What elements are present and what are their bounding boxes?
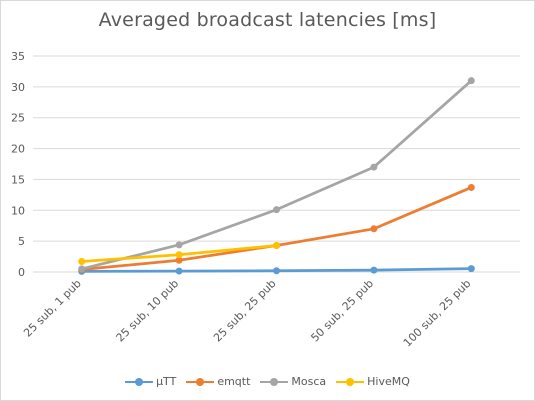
gridlines	[33, 55, 520, 273]
legend-label: emqtt	[217, 375, 251, 388]
data-point	[467, 183, 475, 191]
series-emqtt	[78, 183, 475, 274]
legend: µTT emqtt Mosca HiveMQ	[1, 375, 534, 388]
data-point	[370, 225, 378, 233]
series-µTT	[78, 265, 475, 275]
data-point	[175, 241, 183, 249]
data-point	[78, 258, 86, 266]
legend-item: Mosca	[260, 375, 326, 388]
x-tick-label: 100 sub, 25 pub	[401, 277, 474, 350]
y-tick-label: 10	[11, 204, 25, 217]
y-tick-label: 0	[18, 266, 25, 279]
data-point	[370, 163, 378, 171]
y-tick-label: 30	[11, 81, 25, 94]
data-point	[467, 265, 475, 273]
series-Mosca	[78, 77, 475, 273]
y-axis-ticks: 0 5 10 15 20 25 30 35	[11, 50, 25, 279]
series-HiveMQ	[78, 241, 280, 266]
data-point	[467, 77, 475, 85]
legend-item: emqtt	[186, 375, 250, 388]
legend-label: Mosca	[291, 375, 327, 388]
y-tick-label: 35	[11, 50, 25, 63]
x-axis-ticks: 25 sub, 1 pub 25 sub, 10 pub 25 sub, 25 pu…	[21, 277, 473, 350]
legend-swatch	[125, 377, 154, 386]
x-tick-label: 25 sub, 1 pub	[21, 277, 84, 340]
y-tick-label: 20	[11, 143, 25, 156]
chart-title: Averaged broadcast latencies [ms]	[98, 9, 437, 31]
data-point	[273, 206, 280, 214]
data-point	[175, 267, 183, 275]
x-tick-label: 50 sub, 25 pub	[308, 277, 376, 345]
legend-label: µTT	[156, 375, 177, 388]
chart-plot: 0 5 10 15 20 25 30 35 25 sub, 1 pub 25 sub, 10 p…	[11, 50, 520, 350]
legend-swatch	[186, 377, 215, 386]
legend-swatch	[336, 377, 365, 386]
legend-item: µTT	[125, 375, 176, 388]
legend-item: HiveMQ	[336, 375, 410, 388]
series-lines	[78, 77, 475, 275]
legend-swatch	[260, 377, 289, 386]
y-tick-label: 15	[11, 173, 25, 186]
y-tick-label: 25	[11, 112, 25, 125]
data-point	[175, 256, 183, 264]
legend-label: HiveMQ	[367, 375, 410, 388]
x-tick-label: 25 sub, 10 pub	[114, 277, 182, 345]
data-point	[273, 241, 280, 249]
data-point	[78, 265, 86, 273]
data-point	[273, 267, 280, 275]
data-point	[370, 266, 378, 274]
data-point	[175, 251, 183, 259]
y-tick-label: 5	[18, 235, 25, 248]
x-tick-label: 25 sub, 25 pub	[211, 277, 279, 345]
